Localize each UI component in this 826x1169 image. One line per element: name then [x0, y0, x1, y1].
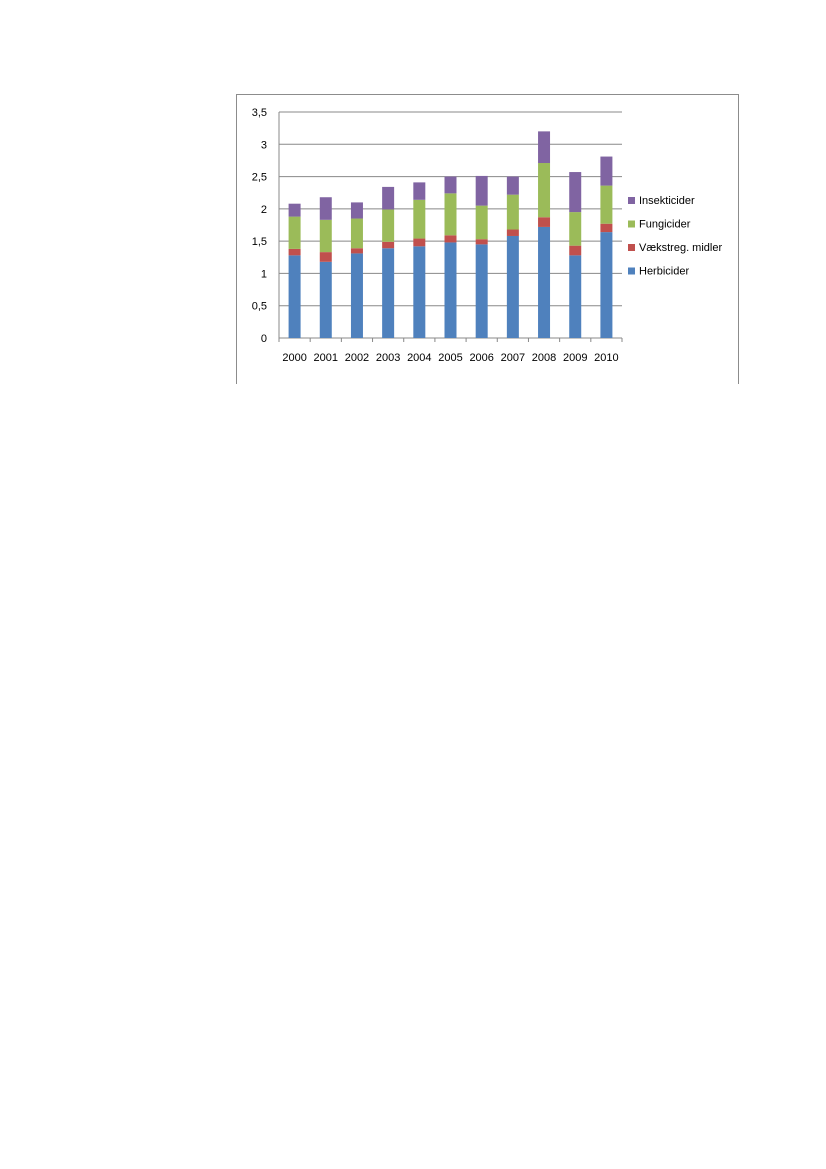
y-tick-label: 3	[261, 139, 267, 151]
legend-swatch	[628, 197, 635, 204]
x-tick-label: 2010	[594, 352, 618, 364]
bar-segment-insekticider-2002	[350, 202, 363, 219]
y-tick-label: 3,5	[252, 107, 267, 119]
bar-segment-insekticider-2010	[600, 156, 613, 186]
y-tick-label: 2	[261, 204, 267, 216]
bar-segment-fungicider-2004	[413, 199, 426, 239]
y-tick-labels: 0 0,5 1 1,5 2 2,5 3 3,5	[252, 107, 267, 345]
bar-segment-fungicider-2007	[506, 194, 519, 230]
bar-segment-fungicider-2006	[475, 205, 488, 240]
bar-segment-insekticider-2001	[319, 197, 332, 220]
bar-segment-insekticider-2008	[538, 131, 551, 164]
stacked-bar-chart: 00,511,522,533,5 2000 2001 2002 2003 2004 200…	[252, 107, 723, 364]
x-tick-label: 2008	[532, 352, 556, 364]
bar-segment-herbicider-2002	[350, 253, 363, 338]
bar-segment-insekticider-2005	[444, 176, 457, 194]
y-tick-label: 0	[261, 333, 267, 345]
bar-segment-insekticider-2004	[413, 182, 426, 200]
y-tick-label: 0,5	[252, 301, 267, 313]
bar-segment-fungicider-2003	[382, 209, 395, 242]
bar-segment-herbicider-2006	[475, 244, 488, 338]
bar-segment-vækstreg-midler-2002	[350, 248, 363, 254]
y-tick-label: 1,5	[252, 236, 267, 248]
y-tick-label: 1	[261, 268, 267, 280]
legend-label: Fungicider	[639, 219, 691, 231]
x-tick-label: 2004	[407, 352, 431, 364]
bar-segment-insekticider-2006	[475, 175, 488, 206]
bar-segment-herbicider-2009	[569, 255, 582, 338]
bar-segment-fungicider-2000	[288, 216, 301, 249]
legend-swatch	[628, 244, 635, 251]
bar-segment-insekticider-2009	[569, 172, 582, 213]
bar-segment-vækstreg-midler-2000	[288, 248, 301, 256]
x-tick-label: 2007	[501, 352, 525, 364]
x-tick-label: 2003	[376, 352, 400, 364]
bar-segment-vækstreg-midler-2005	[444, 235, 457, 243]
x-tick-label: 2009	[563, 352, 587, 364]
legend: Insekticider Fungicider Vækstreg. midler He…	[628, 195, 722, 278]
bar-segment-vækstreg-midler-2006	[475, 239, 488, 245]
legend-label: Herbicider	[639, 266, 689, 278]
bar-segment-vækstreg-midler-2003	[382, 241, 395, 249]
legend-label: Insekticider	[639, 195, 695, 207]
bar-segment-insekticider-2003	[382, 186, 395, 210]
bar-segment-vækstreg-midler-2009	[569, 245, 582, 256]
bar-segment-fungicider-2005	[444, 193, 457, 236]
bar-segment-herbicider-2000	[288, 255, 301, 338]
bar-segment-herbicider-2003	[382, 248, 395, 338]
bar-segment-fungicider-2009	[569, 212, 582, 246]
bar-segment-vækstreg-midler-2010	[600, 223, 613, 233]
bar-segment-fungicider-2001	[319, 219, 332, 253]
bar-segment-herbicider-2001	[319, 261, 332, 338]
legend-swatch	[628, 220, 635, 228]
legend-label: Vækstreg. midler	[639, 242, 722, 254]
bars	[288, 131, 613, 338]
bar-segment-insekticider-2000	[288, 203, 301, 217]
bar-segment-herbicider-2007	[506, 235, 519, 338]
bar-segment-insekticider-2007	[506, 176, 519, 195]
bar-segment-vækstreg-midler-2008	[538, 217, 551, 227]
bar-segment-vækstreg-midler-2007	[506, 229, 519, 236]
x-tick-label: 2002	[345, 352, 369, 364]
bar-segment-vækstreg-midler-2001	[319, 252, 332, 262]
bar-segment-fungicider-2008	[538, 163, 551, 218]
x-tick-label: 2006	[469, 352, 493, 364]
y-tick-label: 2,5	[252, 172, 267, 184]
x-tick-label: 2001	[314, 352, 338, 364]
bar-segment-vækstreg-midler-2004	[413, 238, 426, 247]
bar-segment-fungicider-2002	[350, 218, 363, 249]
x-tick-labels: 2000 2001 2002 2003 2004 2005 2006 2007 2008 2009…	[282, 352, 618, 364]
bar-segment-herbicider-2004	[413, 246, 426, 338]
bar-segment-herbicider-2005	[444, 242, 457, 338]
bar-segment-herbicider-2010	[600, 232, 613, 338]
legend-swatch	[628, 267, 635, 275]
bar-segment-fungicider-2010	[600, 185, 613, 224]
x-tick-label: 2000	[282, 352, 306, 364]
bar-segment-herbicider-2008	[538, 226, 551, 338]
x-tick-label: 2005	[438, 352, 462, 364]
chart-frame: 0 0,5 1 1,5 2 2,5 3 3,5 2000 2001 2002 2003 2004 200…	[236, 94, 739, 384]
